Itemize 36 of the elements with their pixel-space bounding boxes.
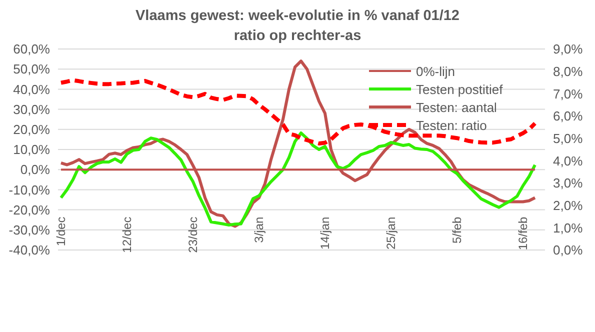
y2-tick-label: 0,0% <box>553 242 584 258</box>
x-tick-label: 1/dec <box>54 216 68 246</box>
chart-subtitle: ratio op rechter-as <box>234 28 362 44</box>
chart-title: Vlaams gewest: week-evolutie in % vanaf 01/12 <box>134 7 460 26</box>
y2-tick-label: 6,0% <box>553 108 584 124</box>
y2-tick-label: 3,0% <box>553 176 584 191</box>
y2-tick-label: 2,0% <box>553 198 584 213</box>
y-tick-label: 20,0% <box>13 122 50 138</box>
y-tick-label: -20,0% <box>8 202 50 218</box>
y-tick-label: 0,0% <box>20 162 50 178</box>
y-tick-label: 30,0% <box>13 102 50 117</box>
x-tick-label: 5/feb <box>450 216 464 244</box>
x-tick-label: 25/jan <box>384 216 398 250</box>
x-tick-label: 16/feb <box>516 216 530 250</box>
line-series <box>59 78 537 146</box>
y-tick-label: 10,0% <box>13 142 50 158</box>
x-tick-label: 23/dec <box>186 216 200 253</box>
y-tick-label: -10,0% <box>8 182 50 198</box>
x-tick-label: 3/jan <box>252 216 266 243</box>
y-tick-label: -40,0% <box>8 242 50 258</box>
legend-label: Testen: aantal <box>416 100 497 114</box>
y2-tick-label: 7,0% <box>553 86 584 102</box>
y2-tick-label: 4,0% <box>553 153 584 168</box>
x-tick-label: 14/jan <box>318 216 332 250</box>
x-tick-label: 12/dec <box>120 216 134 253</box>
legend-label: Testen: ratio <box>416 118 487 132</box>
y-tick-label: 50,0% <box>13 62 50 77</box>
y-tick-label: 60,0% <box>13 42 50 57</box>
y2-tick-label: 9,0% <box>553 42 584 57</box>
y2-tick-label: 5,0% <box>553 130 584 146</box>
y2-tick-label: 8,0% <box>553 64 584 79</box>
legend-label: Testen postitief <box>416 82 503 96</box>
legend-label: 0%-lijn <box>416 64 456 78</box>
y-tick-label: 40,0% <box>13 82 50 97</box>
y2-tick-label: 1,0% <box>553 220 584 236</box>
y-tick-label: -30,0% <box>8 222 50 238</box>
